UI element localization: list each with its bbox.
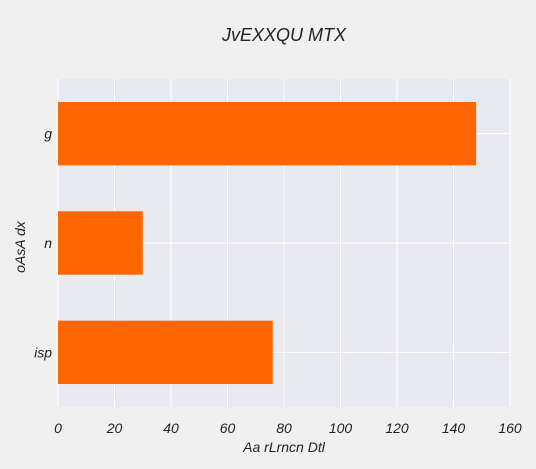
y-tick-labels: g n isp [34,126,52,361]
y-axis-label: oAsA dx [12,220,28,273]
x-tick-label: 160 [498,420,522,436]
x-axis-label: Aa rLrncn Dtl [242,439,326,455]
x-tick-label: 0 [54,420,62,436]
bar-n [58,211,143,275]
y-tick-label-n: n [44,235,52,251]
x-tick-label: 60 [220,420,236,436]
x-tick-label: 120 [385,420,409,436]
x-tick-label: 20 [106,420,123,436]
bar-isp [58,320,273,385]
x-tick-labels: 0 20 40 60 80 100 120 140 160 [54,420,522,436]
bar-g [58,101,477,166]
chart-title: JvEXXQU MTX [221,25,347,45]
x-tick-label: 40 [163,420,179,436]
x-tick-label: 80 [276,420,292,436]
bars [58,101,477,385]
y-tick-label-isp: isp [34,344,52,360]
x-tick-label: 100 [329,420,353,436]
y-tick-label-g: g [44,126,52,142]
x-tick-label: 140 [442,420,466,436]
